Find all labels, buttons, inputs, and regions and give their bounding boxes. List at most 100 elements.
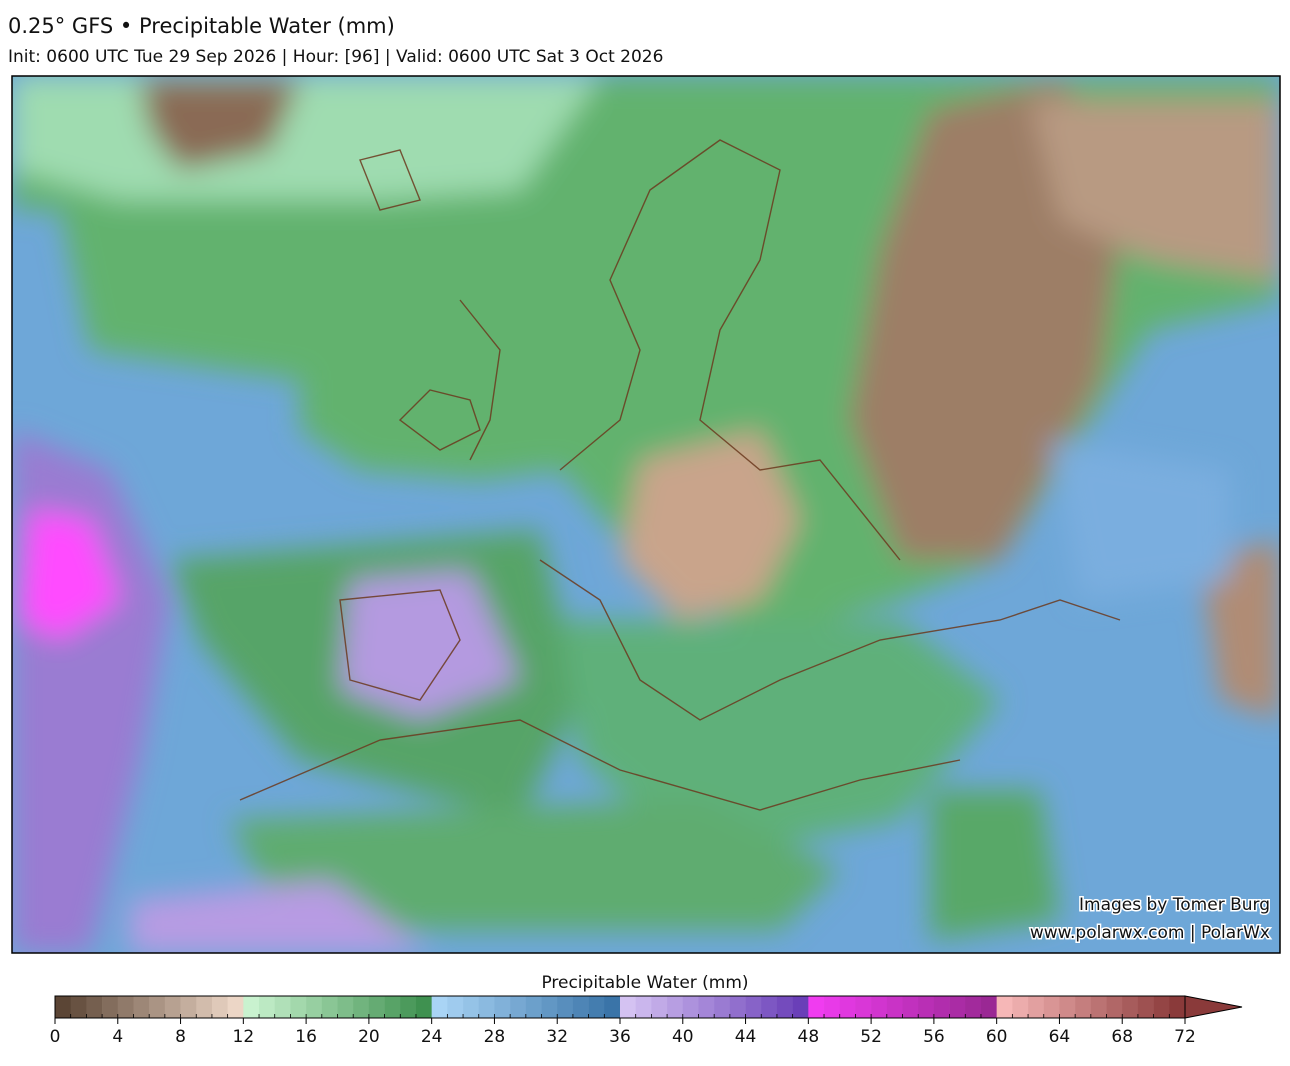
colorbar-cell — [996, 996, 1013, 1018]
colorbar-cell — [761, 996, 778, 1018]
tick-label: 36 — [609, 1027, 631, 1047]
colorbar-cell — [698, 996, 715, 1018]
colorbar-cell — [306, 996, 323, 1018]
tick-label: 20 — [358, 1027, 380, 1047]
colorbar-cell — [55, 996, 71, 1018]
colorbar-cell — [886, 996, 903, 1018]
colorbar-cell — [431, 996, 448, 1018]
colorbar-cell — [572, 996, 589, 1018]
colorbar-cell — [667, 996, 684, 1018]
colorbar-cell — [776, 996, 793, 1018]
colorbar-cell — [211, 996, 228, 1018]
colorbar-cell — [70, 996, 87, 1018]
colorbar-band — [431, 996, 621, 1018]
tick-label: 52 — [860, 1027, 882, 1047]
colorbar-cell — [824, 996, 841, 1018]
colorbar-cell — [133, 996, 150, 1018]
colorbar-cell — [651, 996, 668, 1018]
colorbar-cell — [227, 996, 244, 1018]
colorbar-cell — [259, 996, 276, 1018]
colorbar-cell — [855, 996, 872, 1018]
tick-label: 60 — [986, 1027, 1008, 1047]
tick-label: 40 — [672, 1027, 694, 1047]
colorbar-cell — [86, 996, 103, 1018]
colorbar-cell — [918, 996, 935, 1018]
colorbar-cell — [949, 996, 966, 1018]
colorbar-cell — [384, 996, 401, 1018]
colorbar-band — [243, 996, 432, 1018]
colorbar-cell — [1043, 996, 1060, 1018]
tick-label: 12 — [233, 1027, 255, 1047]
title: 0.25° GFS • Precipitable Water (mm) — [8, 14, 395, 38]
colorbar-band — [808, 996, 997, 1018]
colorbar-cell — [243, 996, 260, 1018]
colorbar-cell — [196, 996, 213, 1018]
colorbar-cell — [902, 996, 919, 1018]
colorbar-cell — [463, 996, 480, 1018]
colorbar-cell — [745, 996, 762, 1018]
colorbar-cell — [494, 996, 511, 1018]
colorbar-cell — [149, 996, 166, 1018]
colorbar-cell — [541, 996, 558, 1018]
colorbar-cell — [980, 996, 997, 1018]
subtitle: Init: 0600 UTC Tue 29 Sep 2026 | Hour: [… — [8, 47, 664, 67]
colorbar-cell — [620, 996, 636, 1018]
colorbar-cell — [871, 996, 888, 1018]
colorbar-cell — [792, 996, 809, 1018]
tick-label: 72 — [1174, 1027, 1196, 1047]
map-frame — [11, 75, 1281, 954]
colorbar-cell — [290, 996, 307, 1018]
colorbar-cell — [368, 996, 385, 1018]
colorbar-cell — [337, 996, 354, 1018]
colorbar-cell — [447, 996, 464, 1018]
colorbar-band — [620, 996, 809, 1018]
colorbar-cell — [180, 996, 197, 1018]
colorbar-cell — [682, 996, 699, 1018]
colorbar-cell — [1169, 996, 1186, 1018]
tick-label: 64 — [1049, 1027, 1071, 1047]
colorbar-cell — [321, 996, 338, 1018]
colorbar-label: Precipitable Water (mm) — [541, 973, 748, 993]
colorbar-cell — [1090, 996, 1107, 1018]
map — [12, 76, 1280, 953]
coastlines — [239, 139, 1121, 811]
colorbar-cell — [557, 996, 574, 1018]
tick-label: 68 — [1111, 1027, 1133, 1047]
colorbar-cell — [164, 996, 181, 1018]
colorbar-cell — [808, 996, 825, 1018]
colorbar-cell — [274, 996, 291, 1018]
colorbar-cell — [1137, 996, 1154, 1018]
tick-label: 28 — [484, 1027, 506, 1047]
colorbar-cell — [1059, 996, 1076, 1018]
tick-label: 4 — [112, 1027, 123, 1047]
colorbar-cell — [353, 996, 370, 1018]
colorbar-cell — [525, 996, 542, 1018]
tick-label: 8 — [175, 1027, 186, 1047]
tick-label: 32 — [546, 1027, 568, 1047]
tick-label: 56 — [923, 1027, 945, 1047]
colorbar-cell — [588, 996, 605, 1018]
colorbar-cell — [839, 996, 856, 1018]
colorbar-cell — [1106, 996, 1123, 1018]
colorbar-band — [996, 996, 1186, 1018]
colorbar-cell — [1122, 996, 1139, 1018]
colorbar-cell — [510, 996, 527, 1018]
field — [12, 76, 1280, 953]
colorbar-cell — [415, 996, 432, 1018]
colorbar-cell — [933, 996, 950, 1018]
tick-label: 0 — [50, 1027, 61, 1047]
colorbar-band — [55, 996, 244, 1018]
colorbar-cell — [714, 996, 731, 1018]
colorbar-cell — [400, 996, 417, 1018]
credit: Images by Tomer Burg — [1079, 895, 1270, 915]
colorbar-cell — [965, 996, 982, 1018]
colorbar-cell — [1075, 996, 1092, 1018]
colorbar-cell — [117, 996, 134, 1018]
tick-label: 48 — [798, 1027, 820, 1047]
colorbar-cell — [604, 996, 621, 1018]
colorbar-cell — [1012, 996, 1029, 1018]
colorbar-cell — [102, 996, 119, 1018]
tick-label: 16 — [295, 1027, 317, 1047]
